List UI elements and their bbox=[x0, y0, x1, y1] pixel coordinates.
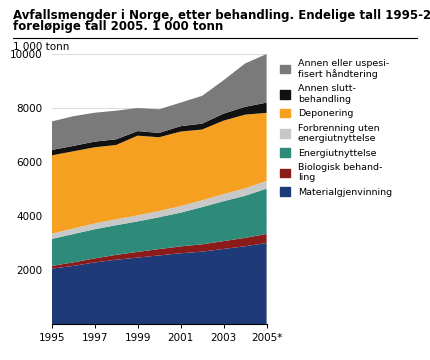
Text: Avfallsmengder i Norge, etter behandling. Endelige tall 1995-2004,: Avfallsmengder i Norge, etter behandling… bbox=[13, 9, 430, 22]
Text: 1 000 tonn: 1 000 tonn bbox=[13, 42, 69, 53]
Text: foreløpige tall 2005. 1 000 tonn: foreløpige tall 2005. 1 000 tonn bbox=[13, 20, 223, 33]
Legend: Annen eller uspesi-
fisert håndtering, Annen slutt-
behandling, Deponering, Forb: Annen eller uspesi- fisert håndtering, A… bbox=[280, 59, 392, 197]
